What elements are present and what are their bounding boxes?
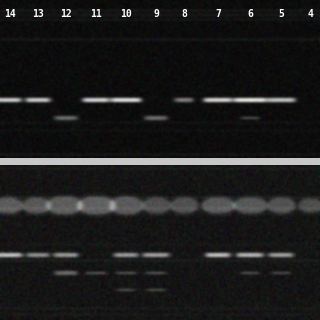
Text: 12: 12 [60,9,72,19]
Text: 8: 8 [181,9,187,19]
Text: 9: 9 [153,9,159,19]
Text: 11: 11 [90,9,102,19]
Text: 4: 4 [307,9,313,19]
Text: 10: 10 [120,9,132,19]
Text: 5: 5 [278,9,284,19]
Text: 6: 6 [247,9,253,19]
Text: 7: 7 [215,9,221,19]
Text: 13: 13 [32,9,44,19]
Text: 14: 14 [4,9,16,19]
